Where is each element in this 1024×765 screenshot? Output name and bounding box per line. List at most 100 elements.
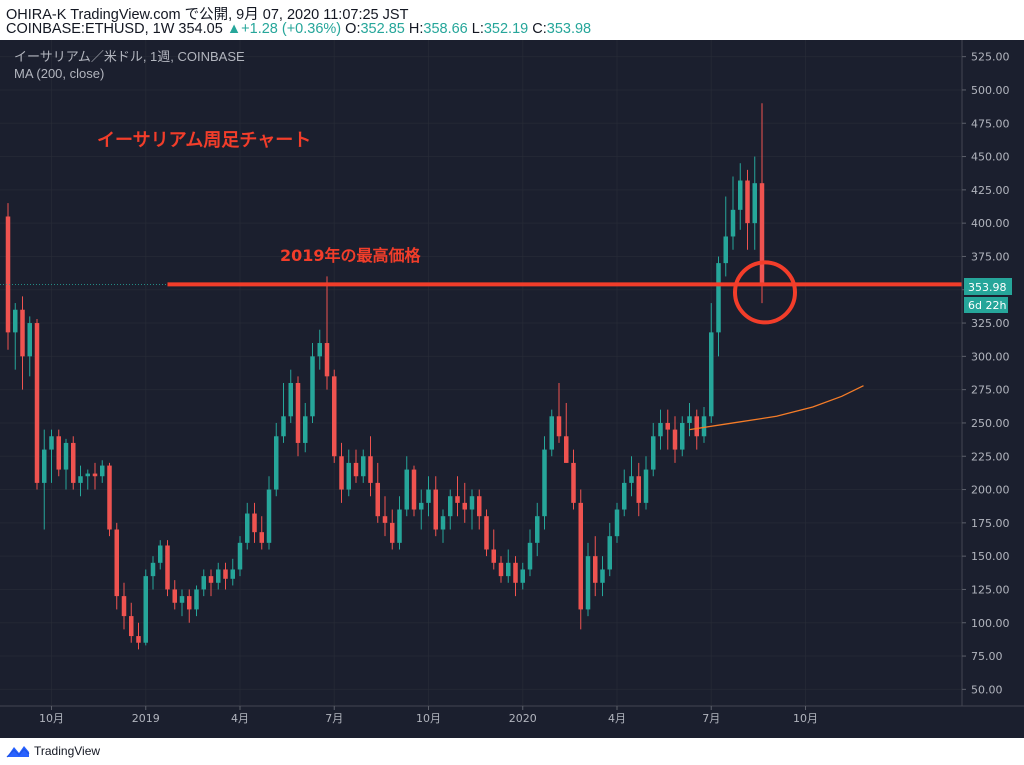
last-price-tag: 353.98 6d 22h bbox=[964, 278, 1012, 313]
candle bbox=[230, 558, 235, 586]
tradingview-logo[interactable]: TradingView bbox=[6, 743, 100, 759]
candle bbox=[455, 476, 460, 517]
candle-body bbox=[448, 496, 453, 517]
candle-body bbox=[433, 489, 438, 530]
candle-body bbox=[672, 429, 678, 450]
time-tick-label: 7月 bbox=[325, 712, 343, 725]
candle-body bbox=[462, 502, 467, 510]
candle bbox=[114, 522, 119, 610]
candle bbox=[411, 465, 417, 517]
price-chart[interactable]: 50.00 75.00 100.00 125.00 150.00 175.00 200.00… bbox=[0, 40, 1024, 738]
candle bbox=[426, 476, 431, 517]
grid bbox=[0, 40, 962, 706]
candle bbox=[600, 556, 605, 597]
price-tick-label: 150.00 bbox=[971, 550, 1010, 563]
candle bbox=[578, 489, 583, 630]
candle bbox=[34, 319, 40, 490]
time-tick-label: 2020 bbox=[509, 712, 537, 725]
candle-body bbox=[317, 343, 322, 357]
candle-body bbox=[143, 576, 148, 643]
candle-body bbox=[614, 509, 620, 537]
publisher-line: OHIRA-K TradingView.com で公開, 9月 07, 2020… bbox=[6, 3, 408, 24]
price-tick-label: 375.00 bbox=[971, 250, 1010, 263]
candle bbox=[665, 409, 670, 450]
candle-body bbox=[506, 562, 511, 577]
candle-body bbox=[745, 180, 750, 224]
candle-body bbox=[643, 469, 649, 503]
legend-indicator: MA (200, close) bbox=[14, 66, 104, 81]
candle bbox=[266, 476, 272, 550]
candle bbox=[129, 602, 134, 643]
candle-body bbox=[20, 309, 25, 357]
candle bbox=[5, 203, 11, 350]
candle bbox=[404, 456, 409, 517]
price-tick-label: 400.00 bbox=[971, 217, 1010, 230]
candle bbox=[208, 569, 214, 597]
last-price-tag-bg bbox=[964, 278, 1012, 295]
price-tick-label: 500.00 bbox=[971, 84, 1010, 97]
price-tick-label: 450.00 bbox=[971, 151, 1010, 164]
candle bbox=[462, 482, 467, 523]
candle-body bbox=[520, 569, 525, 583]
candle-body bbox=[585, 556, 591, 610]
candle-body bbox=[723, 236, 728, 264]
candle-body bbox=[600, 569, 605, 583]
candle bbox=[687, 402, 692, 437]
candle bbox=[701, 406, 707, 443]
annotation-title: イーサリアム周足チャート bbox=[97, 130, 311, 151]
candle-body bbox=[71, 442, 76, 483]
candle bbox=[20, 296, 25, 390]
candle-body bbox=[375, 482, 380, 517]
candle bbox=[201, 569, 206, 597]
candle-body bbox=[513, 562, 518, 583]
candle bbox=[324, 276, 330, 390]
candle bbox=[745, 169, 750, 250]
candle bbox=[440, 509, 446, 543]
candle-body bbox=[353, 462, 359, 477]
candle bbox=[143, 569, 148, 646]
candle bbox=[187, 589, 192, 623]
price-tick-label: 325.00 bbox=[971, 317, 1010, 330]
candle bbox=[433, 476, 438, 537]
footer-brand: TradingView bbox=[34, 744, 101, 758]
candle-body bbox=[469, 496, 475, 510]
highlight-circle bbox=[733, 260, 797, 325]
candle-body bbox=[636, 476, 641, 503]
candle bbox=[651, 422, 656, 477]
candle-body bbox=[390, 522, 395, 543]
candle bbox=[477, 489, 482, 530]
candle-body bbox=[165, 545, 170, 590]
candle-body bbox=[665, 422, 670, 430]
candle-body bbox=[622, 482, 627, 510]
candle bbox=[252, 502, 257, 543]
price-tick-label: 100.00 bbox=[971, 617, 1010, 630]
candle-body bbox=[34, 323, 40, 483]
candle bbox=[288, 369, 293, 423]
candle bbox=[484, 509, 489, 557]
candle bbox=[346, 449, 351, 497]
candle-body bbox=[578, 502, 583, 610]
candle-body bbox=[651, 436, 656, 470]
candle-body bbox=[303, 416, 308, 443]
candle-body bbox=[78, 476, 83, 483]
price-tick-label: 175.00 bbox=[971, 517, 1010, 530]
candle bbox=[85, 469, 90, 490]
candle bbox=[27, 316, 32, 377]
time-axis[interactable]: 10月 2019 4月 7月 10月 2020 4月 7月 10月 bbox=[39, 706, 818, 725]
candle bbox=[513, 556, 518, 597]
countdown-tag-text: 6d 22h bbox=[968, 299, 1006, 312]
candle bbox=[56, 429, 61, 477]
candle bbox=[150, 556, 156, 590]
candle-body bbox=[121, 596, 127, 617]
candle-body bbox=[440, 516, 446, 530]
candle bbox=[158, 540, 163, 570]
candle bbox=[680, 416, 685, 457]
symbol-name[interactable]: COINBASE:ETHUSD, 1W bbox=[6, 21, 175, 37]
candle-body bbox=[404, 469, 409, 510]
time-tick-label: 10月 bbox=[39, 712, 64, 725]
candle bbox=[317, 329, 322, 370]
candle-body bbox=[208, 576, 214, 583]
candle-body bbox=[63, 442, 69, 470]
candle bbox=[295, 376, 301, 457]
candle bbox=[636, 462, 641, 517]
